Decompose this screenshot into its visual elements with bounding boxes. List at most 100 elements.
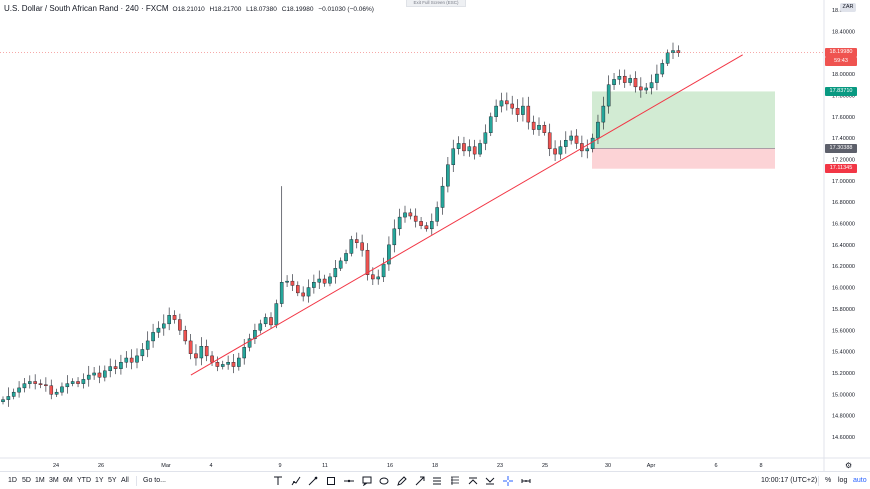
candle-body [199,346,204,359]
candle-body [612,79,616,85]
price-axis-label: 17.80000 [832,93,855,99]
candle-body [499,100,504,107]
goto-date-button[interactable]: Go to... [143,477,166,484]
toolbar-divider [818,476,819,486]
candle-body [11,391,16,397]
timeframe-all[interactable]: All [121,477,129,484]
measure-icon[interactable] [519,474,533,488]
time-axis-label: 25 [542,463,548,469]
long-position-stop-zone[interactable] [592,148,775,169]
price-axis-label: 14.60000 [832,435,855,441]
utc-clock[interactable]: 10:00:17 (UTC+2) [761,477,818,484]
long-position-profit-zone[interactable] [592,91,775,149]
candle-body [333,268,338,278]
time-axis-label: 18 [432,463,438,469]
symbol-title[interactable]: U.S. Dollar / South African Rand · 240 ·… [4,4,169,13]
timeframe-5d[interactable]: 5D [22,477,31,484]
candle-body [258,323,263,331]
candle-body [371,274,375,280]
price-axis-label: 15.00000 [832,392,855,398]
brush-tool-icon[interactable] [289,474,303,488]
percent-scale-toggle[interactable]: % [825,477,832,484]
candle-body [140,349,145,357]
candle-body [231,362,236,367]
candle-body [103,370,107,378]
candle-body [413,215,418,222]
timeframe-6m[interactable]: 6M [63,477,73,484]
candle-body [376,276,381,280]
candle-body [124,357,129,363]
candle-body [215,362,220,367]
open-value: O18.21010 [172,6,205,13]
candle-body [253,330,257,339]
time-axis-label: 6 [714,463,717,469]
price-chart[interactable]: 18.6000018.4000018.2000018.0000017.80000… [0,0,870,471]
time-axis-label: 9 [278,463,281,469]
candle-body [655,73,659,83]
candle-body [156,327,161,333]
candle-body [322,278,327,284]
price-axis-label: 16.20000 [832,264,855,270]
price-axis-label: 16.80000 [832,200,855,206]
price-axis-label: 16.00000 [832,286,855,292]
trendline-drawing[interactable] [190,54,743,376]
pitchfork-icon[interactable] [430,474,444,488]
candle-body [606,84,611,107]
candle-body [220,364,225,367]
auto-scale-toggle[interactable]: auto [853,477,867,484]
path-tool-icon[interactable] [306,474,320,488]
text-tool-icon[interactable] [271,474,285,488]
candle-body [328,276,332,284]
arrow-tool-icon[interactable] [413,474,427,488]
stop-price-tag: 17.11345 [825,164,857,174]
log-scale-toggle[interactable]: log [838,477,848,484]
rectangle-tool-icon[interactable] [324,474,338,488]
candle-body [108,366,112,372]
candle-body [354,239,359,243]
candle-body [54,391,59,395]
candle-body [145,340,150,350]
entry-price-tag: 17.30388 [825,143,857,153]
candle-body [360,242,364,251]
candle-body [81,379,86,384]
long-position-icon[interactable] [466,474,480,488]
candle-body [505,100,509,105]
candle-body [483,132,488,144]
candle-body [424,225,429,230]
candle-body [306,287,311,297]
time-axis-label: 16 [387,463,393,469]
candle-body [564,140,568,147]
currency-badge[interactable]: ZAR [840,3,856,12]
timeframe-1m[interactable]: 1M [35,477,45,484]
candle-body [617,75,622,80]
timeframe-ytd[interactable]: YTD [77,477,91,484]
price-axis-label: 15.80000 [832,307,855,313]
short-position-icon[interactable] [483,474,497,488]
timeframe-1y[interactable]: 1Y [95,477,104,484]
candle-body [119,362,123,369]
exit-fullscreen-button[interactable]: Exit Full Screen (ESC) [406,0,466,7]
candle-body [237,357,241,367]
price-axis-label: 18.40000 [832,29,855,35]
time-axis-label: 30 [605,463,611,469]
pencil-icon[interactable] [395,474,409,488]
candle-body [558,146,563,155]
candle-body [301,292,305,297]
price-axis-label: 16.40000 [832,243,855,249]
timeframe-3m[interactable]: 3M [49,477,59,484]
candle-body [210,355,214,363]
fib-tool-icon[interactable] [448,474,462,488]
price-axis-label: 14.80000 [832,414,855,420]
ellipse-icon[interactable] [377,474,391,488]
candle-body [392,228,397,246]
candle-body [446,164,450,187]
timeframe-1d[interactable]: 1D [8,477,17,484]
callout-icon[interactable] [360,474,374,488]
crosshair-icon[interactable] [501,474,515,488]
candle-body [70,381,75,384]
timeframe-5y[interactable]: 5Y [108,477,117,484]
horizontal-line-icon[interactable] [342,474,356,488]
candle-body [338,260,343,269]
settings-gear-icon[interactable]: ⚙ [845,461,852,470]
candle-body [65,383,70,388]
